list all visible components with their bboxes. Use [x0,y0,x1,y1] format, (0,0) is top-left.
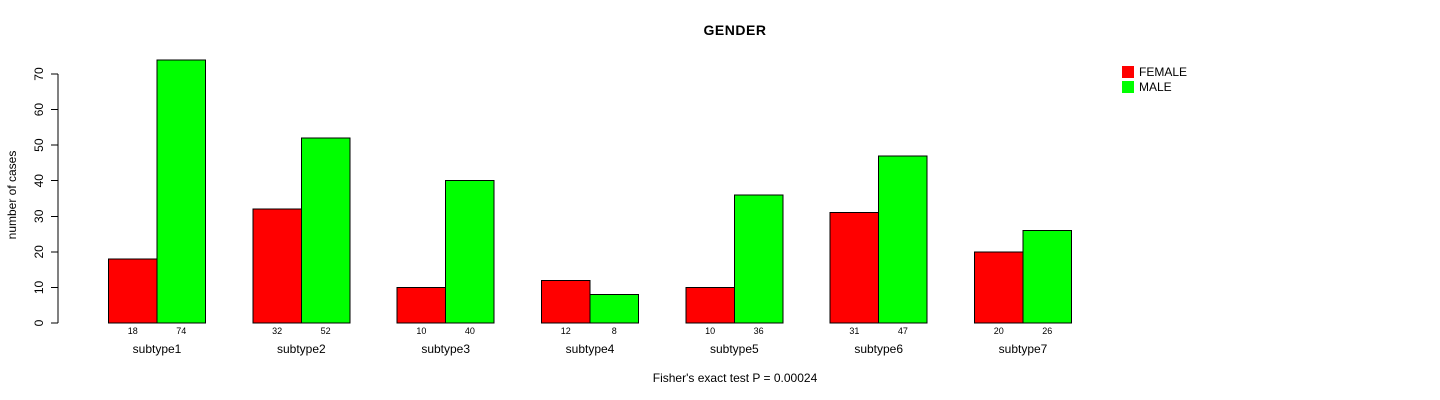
bar-value-label: 8 [612,326,617,336]
legend-label-female: FEMALE [1139,64,1188,79]
bar-male-subtype7 [1022,230,1072,324]
bar-value-label: 20 [994,326,1004,336]
bar-female-subtype7 [973,251,1024,324]
bar-value-label: 52 [321,326,331,336]
x-category-label: subtype3 [421,342,470,356]
bar-male-subtype3 [445,180,495,324]
bar-value-label: 10 [705,326,715,336]
legend: FEMALE MALE [1122,64,1187,94]
bar-value-label: 32 [272,326,282,336]
bar-value-label: 10 [416,326,426,336]
female-color-swatch [1122,65,1134,78]
y-tick-label: 50 [32,138,46,152]
bar-female-subtype4 [540,279,591,324]
y-tick-label: 0 [32,319,46,326]
x-category-label: subtype6 [854,342,903,356]
x-category-label: subtype7 [999,342,1048,356]
x-category-label: subtype2 [277,342,326,356]
y-axis-label: number of cases [5,150,19,240]
bar-male-subtype2 [300,137,351,324]
bar-value-label: 18 [128,326,138,336]
stat-test-caption: Fisher's exact test P = 0.00024 [652,371,818,385]
bar-male-subtype5 [733,194,784,324]
male-color-swatch [1122,80,1134,93]
bar-male-subtype6 [878,155,928,324]
y-tick-label: 30 [32,209,46,223]
bar-female-subtype6 [829,212,880,324]
x-category-label: subtype1 [133,342,182,356]
bar-value-label: 40 [465,326,475,336]
bar-male-subtype1 [156,59,206,324]
legend-item-male: MALE [1122,79,1187,94]
x-category-label: subtype4 [566,342,615,356]
legend-item-female: FEMALE [1122,64,1187,79]
chart-title: GENDER [703,22,767,38]
y-tick-label: 10 [32,280,46,294]
y-tick-label: 40 [32,174,46,188]
bar-value-label: 74 [176,326,186,336]
bar-female-subtype1 [108,258,158,324]
y-tick-label: 20 [32,245,46,259]
bar-value-label: 26 [1042,326,1052,336]
y-tick-label: 60 [32,103,46,117]
bar-value-label: 47 [898,326,908,336]
bar-value-label: 12 [561,326,571,336]
bar-male-subtype4 [589,294,639,324]
bar-female-subtype3 [396,286,447,324]
y-tick-label: 70 [32,67,46,81]
bar-female-subtype5 [685,286,735,324]
bar-female-subtype2 [252,208,302,324]
bar-value-label: 31 [849,326,859,336]
x-category-label: subtype5 [710,342,759,356]
legend-label-male: MALE [1139,79,1172,94]
bar-value-label: 36 [754,326,764,336]
